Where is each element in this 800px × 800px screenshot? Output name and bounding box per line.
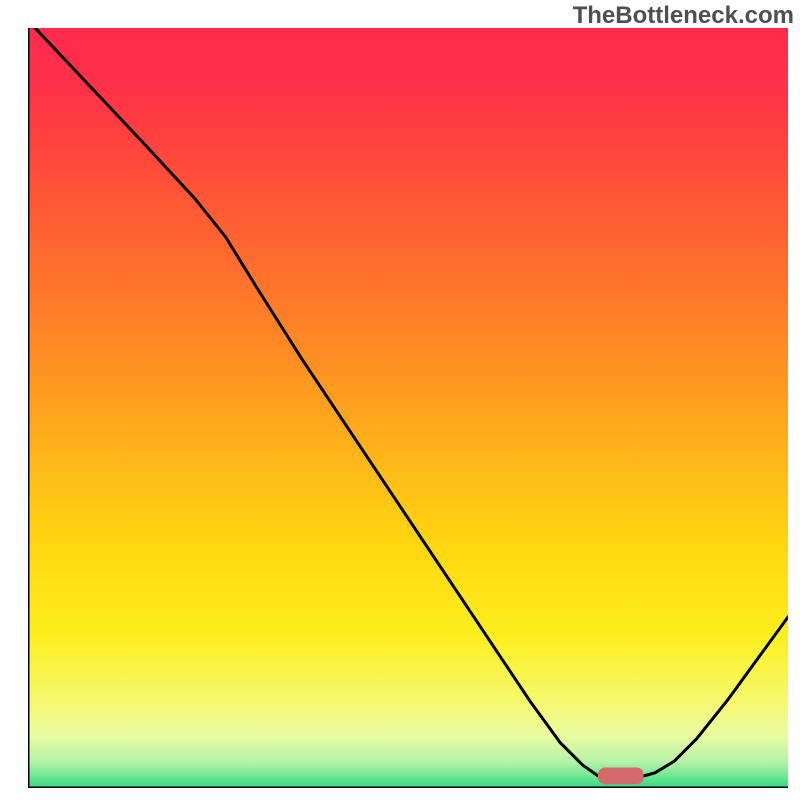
optimal-marker <box>598 767 644 784</box>
bottleneck-chart <box>28 28 788 788</box>
watermark-text: TheBottleneck.com <box>573 2 794 30</box>
chart-svg <box>28 28 788 788</box>
